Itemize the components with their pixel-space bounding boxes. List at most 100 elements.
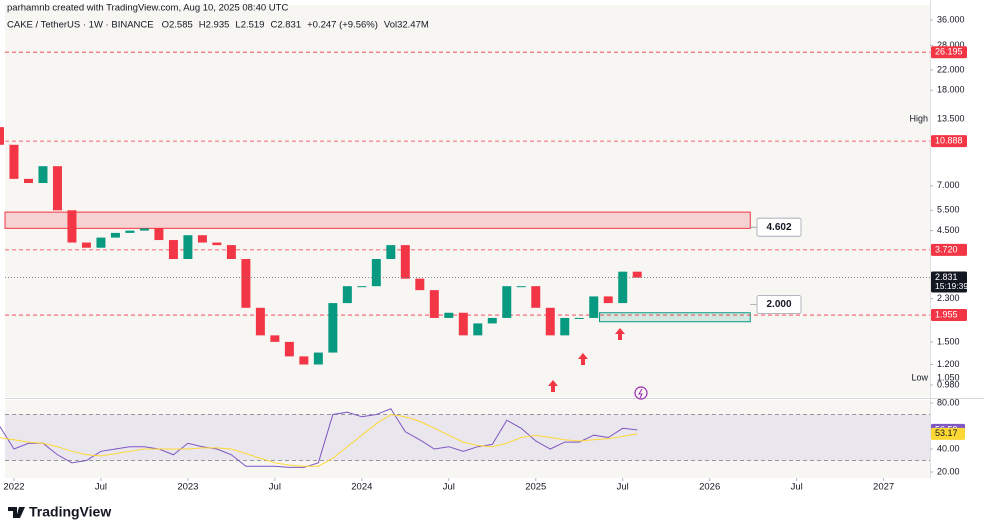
- support-zone: [599, 312, 751, 323]
- x-tick-label: Jul: [791, 482, 803, 493]
- candle-body: [603, 296, 613, 304]
- symbol: CAKE / TetherUS · 1W · BINANCE: [7, 20, 154, 31]
- candle-body: [313, 352, 323, 365]
- candle-body: [560, 317, 570, 336]
- y-tick-label: 0.980: [937, 379, 960, 389]
- candle-body: [589, 296, 599, 318]
- candle-body: [125, 230, 135, 233]
- low-label: 1.050: [937, 372, 960, 382]
- level-tag: [931, 135, 967, 148]
- candle-body: [9, 144, 19, 179]
- event-icon[interactable]: [634, 386, 648, 400]
- candle-body: [81, 242, 91, 248]
- legend-item: L2.519: [235, 20, 264, 31]
- x-tick-label: Jul: [269, 482, 281, 493]
- y-tick-label: 20.00: [937, 466, 960, 476]
- candle-body: [444, 312, 454, 318]
- y-tick-label: 5.500: [937, 205, 960, 215]
- y-tick-label: 1.200: [937, 359, 960, 369]
- candle-body: [618, 271, 628, 304]
- rsi-tag: [931, 427, 965, 440]
- ohlc-legend: O2.585 H2.935 L2.519 C2.831 +0.247 (+9.56%) V…: [162, 20, 429, 31]
- low-name: Low: [911, 372, 928, 382]
- candle-body: [371, 259, 381, 287]
- y-tick-label: 80.00: [937, 397, 960, 407]
- logo-mark: [8, 507, 25, 518]
- candle-body: [270, 335, 280, 342]
- candle-body: [632, 271, 642, 278]
- candle-body: [429, 290, 439, 318]
- candle-body: [328, 303, 338, 353]
- high-label: 13.500: [937, 114, 965, 124]
- legend-item: Vol32.47M: [384, 20, 429, 31]
- candle-body: [154, 228, 164, 241]
- rsi-line: [0, 408, 638, 468]
- candle-body: [574, 317, 584, 319]
- level-label: 3.720: [935, 244, 958, 254]
- candle-body: [386, 245, 396, 260]
- rsi-tag-label: 53.17: [935, 428, 958, 438]
- y-tick-label: 4.500: [937, 225, 960, 235]
- candle-body: [516, 286, 526, 288]
- candle-body: [502, 286, 512, 318]
- y-tick-label: 28.000: [937, 40, 965, 50]
- y-tick-label: 22.000: [937, 64, 965, 74]
- price-pane: [5, 5, 930, 397]
- x-tick-label: Jul: [617, 482, 629, 493]
- candle-body: [531, 286, 541, 308]
- candle-body: [284, 341, 294, 357]
- level-label: 10.888: [935, 135, 963, 145]
- candle-body: [96, 237, 106, 248]
- candle-body: [545, 307, 555, 336]
- candle-body: [226, 245, 236, 260]
- x-tick-label: 2023: [177, 482, 198, 493]
- candle-body: [458, 312, 468, 336]
- x-tick-label: 2025: [525, 482, 546, 493]
- rsi-band: [5, 414, 930, 461]
- candle-body: [255, 307, 265, 336]
- candle-body: [212, 242, 222, 246]
- arrow-up: [578, 353, 588, 365]
- x-tick-label: Jul: [443, 482, 455, 493]
- candle-body: [241, 259, 251, 308]
- legend-item: +0.247 (+9.56%): [307, 20, 378, 31]
- x-tick-label: 2027: [873, 482, 894, 493]
- candle-body: [415, 278, 425, 291]
- x-tick-label: 2022: [3, 482, 24, 493]
- candle-body: [357, 286, 367, 288]
- level-tag: [931, 243, 967, 256]
- resistance-zone: [4, 211, 751, 229]
- rsi-pane: [5, 400, 930, 478]
- event-icon-bolt: [638, 388, 643, 399]
- candle-body: [299, 356, 309, 365]
- x-tick-label: Jul: [95, 482, 107, 493]
- candle-body: [0, 127, 4, 145]
- arrow-up: [548, 380, 558, 392]
- candle-body: [139, 228, 149, 231]
- level-label: 1.955: [935, 309, 958, 319]
- level-tag: [931, 46, 967, 59]
- y-tick-label: 1.500: [937, 336, 960, 346]
- legend-item: O2.585: [162, 20, 193, 31]
- candle-body: [183, 235, 193, 260]
- arrow-up: [615, 328, 625, 340]
- callout-box: [756, 217, 802, 237]
- candle-body: [110, 232, 120, 238]
- candle-body: [67, 210, 77, 243]
- last-price-tag: [931, 271, 967, 293]
- x-tick-label: 2026: [699, 482, 720, 493]
- candle-body: [38, 166, 48, 184]
- credit: parhamnb created with TradingView.com, A…: [7, 3, 288, 14]
- candle-body: [473, 323, 483, 336]
- legend-item: H2.935: [199, 20, 230, 31]
- legend-item: C2.831: [270, 20, 301, 31]
- callout-label: 2.000: [766, 299, 791, 310]
- logo-text: TradingView: [29, 504, 111, 520]
- candle-body: [487, 317, 497, 324]
- candle-body: [23, 178, 33, 184]
- candle-body: [342, 286, 352, 304]
- y-tick-label: 7.000: [937, 180, 960, 190]
- rsi-line: [0, 413, 638, 467]
- last-price-label: 2.831: [935, 272, 958, 282]
